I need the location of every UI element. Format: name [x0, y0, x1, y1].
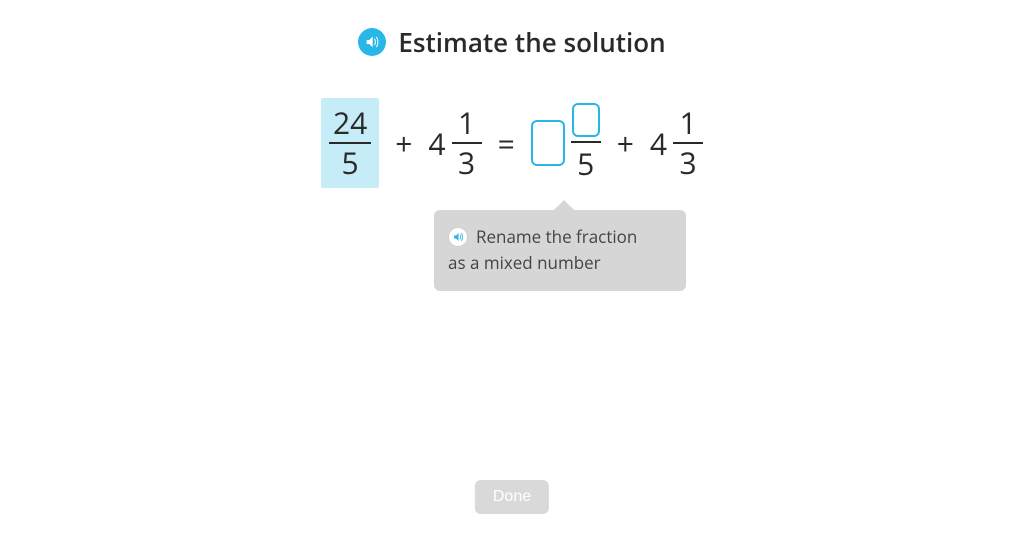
fraction-numerator: 1 — [454, 104, 479, 142]
fraction-denominator: 3 — [675, 144, 700, 182]
fraction-denominator: 5 — [573, 145, 598, 183]
audio-icon[interactable] — [448, 227, 468, 247]
mixed-fraction: 1 3 — [673, 104, 703, 182]
mixed-whole: 4 — [650, 123, 667, 164]
hint-tooltip-wrap: Rename the fraction as a mixed number — [434, 210, 686, 291]
hint-text-line1: Rename the fraction — [476, 224, 637, 250]
fraction-numerator: 1 — [675, 104, 700, 142]
plus-operator: + — [615, 123, 636, 164]
mixed-number-right: 4 1 3 — [650, 104, 703, 182]
fraction-numerator: 24 — [329, 104, 371, 142]
fraction-denominator: 5 — [338, 144, 363, 182]
numerator-input[interactable] — [572, 103, 600, 137]
mixed-fraction: 1 3 — [452, 104, 482, 182]
plus-operator: + — [393, 123, 414, 164]
answer-fraction: 5 — [571, 103, 601, 183]
hint-tooltip: Rename the fraction as a mixed number — [434, 210, 686, 291]
audio-icon[interactable] — [358, 28, 386, 56]
title-row: Estimate the solution — [0, 0, 1024, 60]
mixed-whole: 4 — [428, 123, 445, 164]
fraction-left: 24 5 — [321, 98, 379, 188]
hint-text-line2: as a mixed number — [448, 250, 668, 276]
whole-number-input[interactable] — [531, 120, 565, 166]
page-title: Estimate the solution — [398, 24, 665, 60]
done-button[interactable]: Done — [475, 480, 549, 514]
equals-operator: = — [496, 123, 517, 164]
fraction-denominator: 3 — [454, 144, 479, 182]
mixed-number-left: 4 1 3 — [428, 104, 481, 182]
answer-mixed-input: 5 — [531, 103, 601, 183]
equation-row: 24 5 + 4 1 3 = 5 + 4 1 3 — [0, 98, 1024, 188]
